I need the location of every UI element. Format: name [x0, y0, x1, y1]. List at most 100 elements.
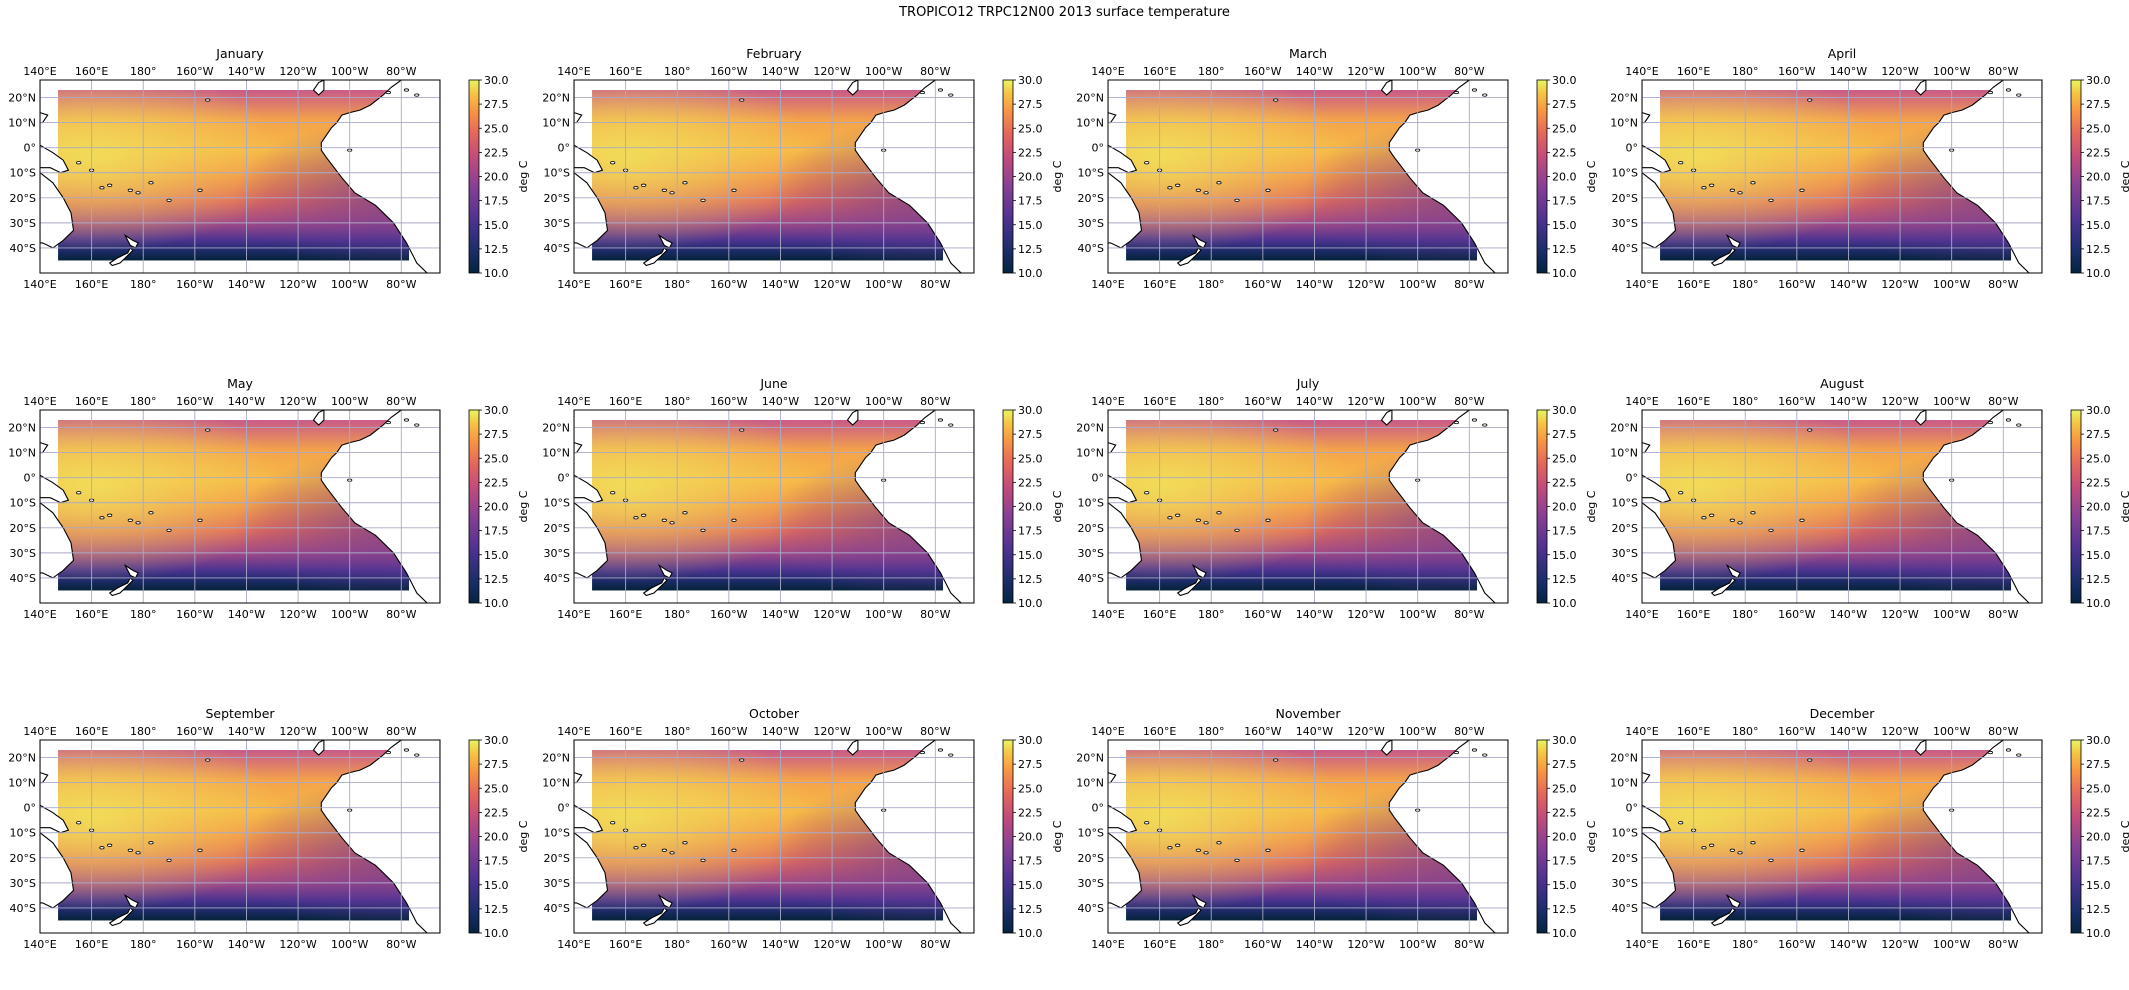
- colorbar-tick-label: 12.5: [1018, 903, 1043, 916]
- colorbar-label: deg C: [1051, 490, 1064, 522]
- longitude-label: 180°: [1732, 65, 1759, 78]
- colorbar: [1002, 409, 1014, 604]
- longitude-label: 80°W: [386, 938, 416, 951]
- longitude-label: 140°E: [1091, 608, 1124, 621]
- longitude-label: 140°E: [557, 938, 590, 951]
- longitude-label: 120°W: [1347, 725, 1384, 738]
- longitude-label: 160°E: [609, 65, 642, 78]
- longitude-label: 120°W: [813, 608, 850, 621]
- longitude-label: 180°: [664, 938, 691, 951]
- coastline: [574, 474, 604, 504]
- colorbar-tick-label: 12.5: [1018, 573, 1043, 586]
- coastline: [1914, 80, 1927, 96]
- map-svg: January 140°E 140°E 160°E 160°E 180° 180° 160°W…: [8, 46, 530, 291]
- coastline: [854, 740, 974, 933]
- longitude-label: 140°W: [1830, 938, 1867, 951]
- coastline: [40, 172, 75, 249]
- coastline: [1108, 740, 1117, 784]
- latitude-label: 30°S: [544, 877, 570, 890]
- colorbar-tick-label: 17.5: [1552, 525, 1577, 538]
- colorbar-tick-label: 22.5: [1552, 476, 1577, 489]
- colorbar-tick-label: 17.5: [1018, 855, 1043, 868]
- coastline: [854, 410, 974, 603]
- colorbar-label: deg C: [1051, 820, 1064, 852]
- colorbar-tick-label: 10.0: [2086, 927, 2111, 940]
- latitude-label: 40°S: [544, 572, 570, 585]
- colorbar-tick-label: 15.0: [1552, 879, 1577, 892]
- latitude-label: 0°: [24, 472, 37, 485]
- longitude-label: 140°W: [228, 65, 265, 78]
- coastline: [108, 246, 134, 267]
- longitude-label: 120°W: [279, 65, 316, 78]
- colorbar-tick-label: 22.5: [484, 806, 509, 819]
- coastline: [846, 740, 859, 756]
- map-panel: June 140°E 140°E 160°E 160°E 180° 180° 160°W 160…: [534, 370, 1064, 660]
- longitude-label: 160°E: [1677, 938, 1710, 951]
- latitude-label: 20°S: [1078, 852, 1104, 865]
- colorbar-tick-label: 15.0: [484, 219, 509, 232]
- colorbar-tick-label: 22.5: [2086, 476, 2111, 489]
- longitude-label: 140°E: [1091, 938, 1124, 951]
- map-svg: December 140°E 140°E 160°E 160°E 180° 180° 160°…: [1610, 706, 2129, 951]
- colorbar-label: deg C: [2119, 160, 2129, 192]
- longitude-label: 140°E: [23, 65, 56, 78]
- longitude-label: 100°W: [1933, 938, 1970, 951]
- panel-title: September: [205, 706, 275, 721]
- longitude-label: 80°W: [386, 65, 416, 78]
- longitude-label: 140°W: [1296, 608, 1333, 621]
- coastline: [312, 410, 325, 426]
- latitude-label: 20°N: [1610, 752, 1638, 765]
- longitude-label: 80°W: [1454, 395, 1484, 408]
- longitude-label: 160°W: [176, 725, 213, 738]
- colorbar-tick-label: 20.0: [2086, 171, 2111, 184]
- longitude-label: 160°E: [609, 395, 642, 408]
- colorbar-tick-label: 30.0: [2086, 74, 2111, 87]
- coastline: [574, 172, 609, 249]
- colorbar-tick-label: 22.5: [1018, 146, 1043, 159]
- longitude-label: 140°E: [557, 65, 590, 78]
- latitude-label: 0°: [558, 142, 571, 155]
- coastline: [574, 832, 609, 909]
- latitude-label: 40°S: [10, 572, 36, 585]
- latitude-label: 20°N: [542, 422, 570, 435]
- colorbar: [2070, 409, 2082, 604]
- coastline: [1642, 740, 1651, 784]
- latitude-label: 30°S: [10, 547, 36, 560]
- longitude-label: 140°E: [1091, 65, 1124, 78]
- longitude-label: 80°W: [1454, 278, 1484, 291]
- colorbar-tick-label: 30.0: [1552, 404, 1577, 417]
- colorbar-tick-label: 15.0: [1018, 879, 1043, 892]
- colorbar-tick-label: 12.5: [2086, 903, 2111, 916]
- longitude-label: 140°E: [23, 278, 56, 291]
- longitude-label: 80°W: [1454, 938, 1484, 951]
- colorbar-tick-label: 25.0: [484, 452, 509, 465]
- longitude-label: 140°E: [23, 725, 56, 738]
- colorbar-tick-label: 17.5: [1018, 195, 1043, 208]
- longitude-label: 180°: [664, 65, 691, 78]
- latitude-label: 40°S: [1078, 242, 1104, 255]
- latitude-label: 30°S: [10, 217, 36, 230]
- longitude-label: 180°: [664, 395, 691, 408]
- map-svg: February 140°E 140°E 160°E 160°E 180° 180° 160°…: [542, 46, 1064, 291]
- coastline: [1642, 502, 1677, 579]
- map-svg: November 140°E 140°E 160°E 160°E 180° 180° 160°…: [1076, 706, 1598, 951]
- longitude-label: 120°W: [813, 65, 850, 78]
- colorbar-tick-label: 20.0: [1018, 501, 1043, 514]
- coastline: [1388, 80, 1508, 273]
- longitude-label: 140°E: [1625, 725, 1658, 738]
- latitude-label: 0°: [1092, 472, 1105, 485]
- latitude-label: 10°N: [1076, 777, 1104, 790]
- longitude-label: 100°W: [1399, 278, 1436, 291]
- colorbar-tick-label: 27.5: [1552, 98, 1577, 111]
- colorbar-tick-label: 25.0: [484, 122, 509, 135]
- longitude-label: 160°W: [1778, 65, 1815, 78]
- longitude-label: 140°E: [23, 395, 56, 408]
- latitude-label: 20°N: [1076, 422, 1104, 435]
- colorbar-tick-label: 10.0: [484, 267, 509, 280]
- latitude-label: 0°: [1092, 142, 1105, 155]
- colorbar-tick-label: 30.0: [2086, 404, 2111, 417]
- longitude-label: 160°E: [1143, 938, 1176, 951]
- panel-title: March: [1289, 46, 1327, 61]
- longitude-label: 140°E: [1091, 395, 1124, 408]
- latitude-label: 20°S: [10, 522, 36, 535]
